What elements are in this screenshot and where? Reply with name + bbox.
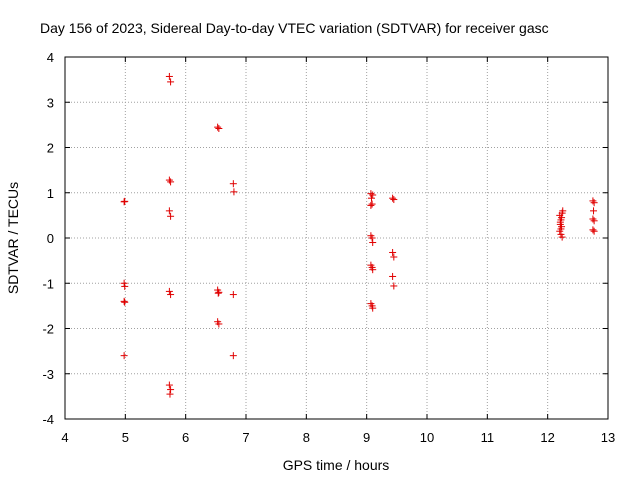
data-point xyxy=(390,196,398,204)
x-tick-label: 13 xyxy=(601,430,615,445)
y-tick-label: -3 xyxy=(42,367,54,382)
x-tick-label: 12 xyxy=(540,430,554,445)
x-tick-label: 8 xyxy=(303,430,310,445)
data-point xyxy=(368,200,376,208)
data-point xyxy=(167,78,175,86)
data-point xyxy=(389,248,397,256)
data-point xyxy=(589,215,597,223)
y-tick-label: -4 xyxy=(42,412,54,427)
data-point xyxy=(215,320,223,328)
data-point xyxy=(167,178,175,186)
data-point xyxy=(369,304,377,312)
data-point xyxy=(165,176,173,184)
data-point xyxy=(590,217,598,225)
data-point xyxy=(121,282,129,290)
x-tick-label: 7 xyxy=(242,430,249,445)
x-tick-label: 9 xyxy=(363,430,370,445)
data-point xyxy=(367,194,375,202)
data-point xyxy=(120,297,128,305)
axis-ticks xyxy=(64,56,609,420)
x-axis-tick-labels: 4 5 6 7 8 9 10 11 12 13 xyxy=(61,430,615,445)
data-point xyxy=(215,288,223,296)
data-point xyxy=(167,212,175,220)
data-point xyxy=(390,253,398,261)
x-tick-label: 10 xyxy=(420,430,434,445)
data-point xyxy=(214,123,222,131)
data-point xyxy=(556,218,564,226)
data-point xyxy=(167,291,175,299)
data-point xyxy=(230,188,238,196)
y-axis-tick-labels: 4 3 2 1 0 -1 -2 -3 -4 xyxy=(42,50,54,427)
data-point xyxy=(167,386,175,394)
data-point xyxy=(389,194,397,202)
data-point xyxy=(590,199,598,207)
x-tick-label: 6 xyxy=(182,430,189,445)
data-point xyxy=(590,207,598,215)
data-points xyxy=(120,72,598,398)
data-point xyxy=(590,227,598,235)
y-tick-label: -1 xyxy=(42,276,54,291)
data-point xyxy=(120,279,128,287)
chart-title: Day 156 of 2023, Sidereal Day-to-day VTE… xyxy=(40,20,549,36)
x-tick-label: 4 xyxy=(61,430,68,445)
data-point xyxy=(121,298,129,306)
data-point xyxy=(229,352,237,360)
x-tick-label: 5 xyxy=(122,430,129,445)
data-point xyxy=(215,124,223,132)
y-axis-label: SDTVAR / TECUs xyxy=(5,182,21,294)
y-tick-label: 0 xyxy=(47,231,54,246)
data-point xyxy=(367,201,375,209)
data-point xyxy=(121,197,129,205)
y-tick-label: 4 xyxy=(47,50,54,65)
data-point xyxy=(369,266,377,274)
data-point xyxy=(368,234,376,242)
x-tick-label: 11 xyxy=(481,430,495,445)
data-point xyxy=(229,291,237,299)
data-point xyxy=(558,214,566,222)
data-point xyxy=(165,381,173,389)
y-tick-label: 2 xyxy=(47,141,54,156)
data-point xyxy=(165,72,173,80)
data-point xyxy=(558,233,566,241)
data-point xyxy=(559,207,567,215)
data-point xyxy=(165,287,173,295)
y-tick-label: 3 xyxy=(47,95,54,110)
data-point xyxy=(369,191,377,199)
data-point xyxy=(390,282,398,290)
data-point xyxy=(165,207,173,215)
data-point xyxy=(589,226,597,234)
data-point xyxy=(229,180,237,188)
data-point xyxy=(389,272,397,280)
y-tick-label: -2 xyxy=(42,322,54,337)
data-point xyxy=(557,225,565,233)
data-point xyxy=(369,239,377,247)
data-point xyxy=(166,390,174,398)
x-axis-label: GPS time / hours xyxy=(283,457,390,473)
data-point xyxy=(589,197,597,205)
data-point xyxy=(120,352,128,360)
data-point xyxy=(214,289,222,297)
data-point xyxy=(367,190,375,198)
grid-lines xyxy=(65,57,608,419)
y-tick-label: 1 xyxy=(47,186,54,201)
